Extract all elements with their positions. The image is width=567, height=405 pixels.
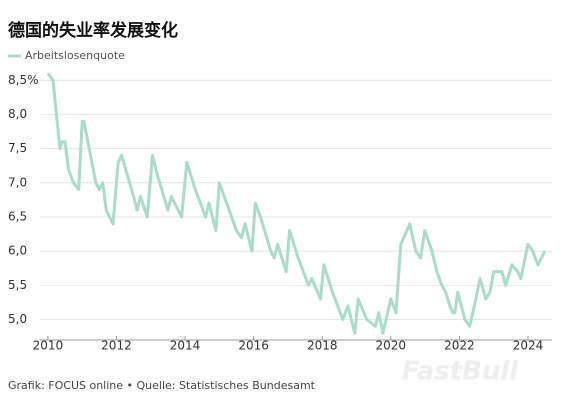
x-tick-label: 2014 [170,339,201,353]
line-series [46,72,547,335]
y-tick-label: 8,5% [8,73,39,87]
x-tick-label: 2016 [238,339,269,353]
y-tick-label: 7,5 [8,141,27,155]
y-tick-label: 6,5 [8,209,27,223]
chart-title: 德国的失业率发展变化 [8,20,178,41]
y-tick-label: 8,0 [8,107,27,121]
source-note: Grafik: FOCUS online • Quelle: Statistis… [8,379,316,392]
x-tick-label: 2020 [376,339,407,353]
y-tick-label: 5,0 [8,312,27,326]
x-tick-label: 2018 [307,339,338,353]
x-tick-label: 2010 [33,339,64,353]
y-tick-label: 6,0 [8,244,27,258]
x-tick-label: 2024 [513,339,544,353]
x-tick-label: 2012 [101,339,132,353]
x-tick-label: 2022 [444,339,475,353]
legend-label: Arbeitslosenquote [25,49,125,62]
y-tick-label: 5,5 [8,278,27,292]
watermark: FastBull [402,357,519,387]
y-tick-label: 7,0 [8,175,27,189]
